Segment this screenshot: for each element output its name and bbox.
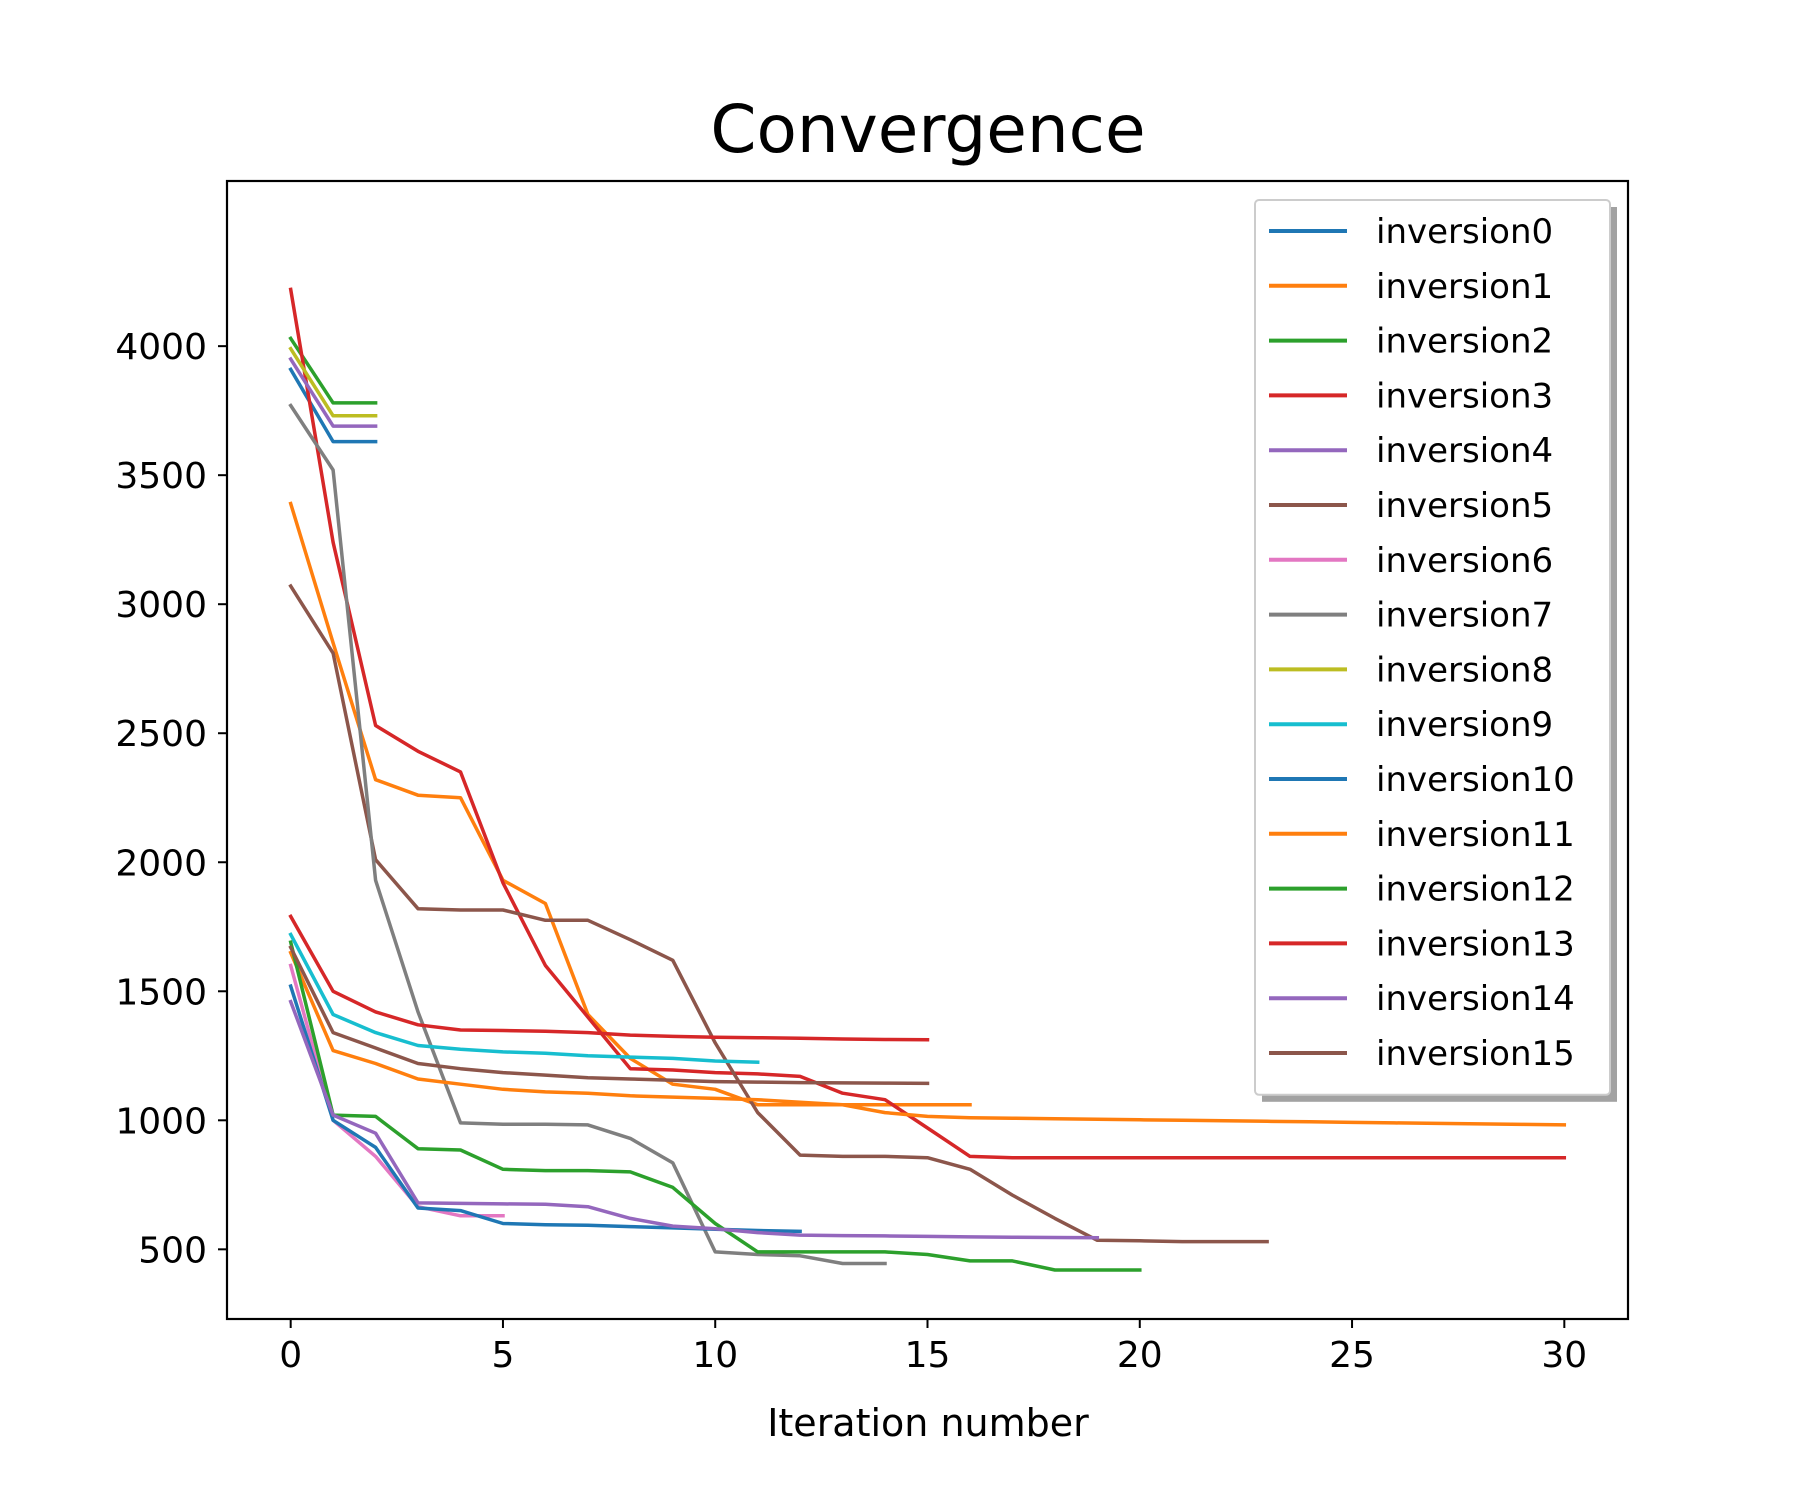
x-tick-label: 0 xyxy=(279,1335,302,1376)
axes-layer: 0 5 10 15 20 25 30 500 1000 1500 2000 2500 3000 3500 4… xyxy=(115,179,1630,1376)
y-tick-label: 3000 xyxy=(115,585,207,626)
x-tick-label: 25 xyxy=(1329,1335,1375,1376)
series-line-inversion15 xyxy=(288,945,930,1086)
legend-label-inversion14: inversion14 xyxy=(1376,979,1575,1019)
y-tick-label: 1000 xyxy=(115,1101,207,1142)
x-tick-label: 30 xyxy=(1541,1335,1587,1376)
y-tick-label: 2000 xyxy=(115,843,207,884)
series-line-inversion8 xyxy=(288,346,378,418)
legend-label-inversion15: inversion15 xyxy=(1376,1034,1575,1074)
series-line-inversion14 xyxy=(288,999,1100,1240)
y-tick-label: 4000 xyxy=(115,327,207,368)
series-line-inversion7 xyxy=(288,403,887,1266)
series-line-inversion12 xyxy=(288,940,1142,1272)
legend-label-inversion2: inversion2 xyxy=(1376,322,1553,362)
legend-label-inversion6: inversion6 xyxy=(1376,541,1553,581)
x-tick-label: 20 xyxy=(1117,1335,1163,1376)
legend-label-inversion9: inversion9 xyxy=(1376,705,1553,745)
legend-label-inversion8: inversion8 xyxy=(1376,650,1553,690)
y-tick-label: 3500 xyxy=(115,456,207,497)
x-tick-label: 10 xyxy=(692,1335,738,1376)
legend-box xyxy=(1254,199,1611,1096)
y-tick-label: 2500 xyxy=(115,714,207,755)
legend: inversion0 inversion1 inversion2 inversion3… xyxy=(1254,199,1617,1102)
legend-label-inversion13: inversion13 xyxy=(1376,924,1575,964)
legend-label-inversion4: inversion4 xyxy=(1376,431,1553,471)
x-tick-label: 15 xyxy=(905,1335,951,1376)
series-line-inversion2 xyxy=(288,335,378,405)
y-tick-label: 500 xyxy=(138,1230,207,1271)
legend-label-inversion7: inversion7 xyxy=(1376,596,1553,636)
series-line-inversion0 xyxy=(288,367,378,444)
series-layer xyxy=(288,287,1567,1272)
legend-label-inversion1: inversion1 xyxy=(1376,267,1553,307)
x-tick-label: 5 xyxy=(492,1335,515,1376)
y-tick-label: 1500 xyxy=(115,972,207,1013)
series-line-inversion5 xyxy=(288,583,1269,1244)
legend-label-inversion10: inversion10 xyxy=(1376,760,1575,800)
legend-label-inversion0: inversion0 xyxy=(1376,212,1553,252)
series-line-inversion3 xyxy=(288,287,1567,1160)
x-axis-label: Iteration number xyxy=(767,1401,1089,1445)
legend-label-inversion11: inversion11 xyxy=(1376,815,1575,855)
legend-label-inversion5: inversion5 xyxy=(1376,486,1553,526)
series-line-inversion4 xyxy=(288,356,378,428)
series-line-inversion13 xyxy=(288,914,930,1042)
series-line-inversion9 xyxy=(288,932,760,1064)
chart-title: Convergence xyxy=(710,91,1145,168)
legend-label-inversion12: inversion12 xyxy=(1376,870,1575,910)
legend-label-inversion3: inversion3 xyxy=(1376,376,1553,416)
series-line-inversion11 xyxy=(288,950,1567,1127)
